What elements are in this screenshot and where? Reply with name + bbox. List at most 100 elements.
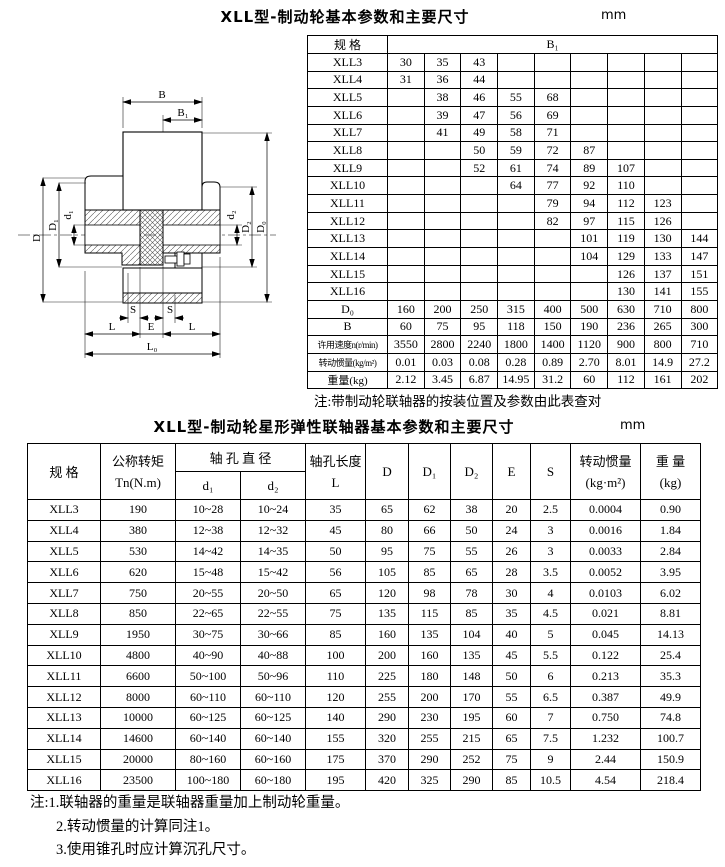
- table-cell: 14~42: [175, 540, 241, 563]
- table-cell: 94: [570, 194, 609, 213]
- table-cell: [570, 70, 609, 90]
- table-cell: 10.5: [530, 769, 572, 792]
- table-cell: 65: [305, 582, 367, 604]
- table-cell: 49: [460, 123, 499, 143]
- row-label: XLL4: [27, 519, 101, 542]
- table-cell: 2.70: [570, 352, 609, 372]
- table-cell: 35: [492, 602, 532, 625]
- table-cell: 95: [365, 540, 410, 563]
- table-cell: 40~88: [239, 644, 307, 667]
- brake-wheel-rim: [122, 131, 203, 211]
- spec-column-header: 规 格: [307, 35, 388, 54]
- table-cell: [387, 123, 425, 143]
- table-cell: 200: [365, 644, 410, 667]
- table-cell: 58: [497, 123, 535, 143]
- table-cell: [387, 229, 425, 249]
- table-cell: 250: [460, 299, 499, 319]
- table-cell: 2.84: [640, 540, 702, 563]
- table-cell: 14~35: [239, 540, 307, 563]
- table-cell: 45: [492, 644, 532, 667]
- table-row: 许用速度n(r/min) 3550 2800 2240 1800 1400 1120 900 8…: [307, 335, 719, 354]
- table-cell: 75: [408, 540, 452, 563]
- table-cell: 30~75: [175, 623, 241, 646]
- table-cell: 59: [497, 141, 535, 160]
- table-cell: [570, 123, 609, 143]
- table-cell: 0.89: [533, 352, 572, 372]
- table-cell: 75: [423, 317, 462, 337]
- table-cell: [533, 229, 572, 249]
- table-cell: 50: [305, 540, 367, 563]
- right-shaft-bore: [162, 224, 221, 246]
- table-row: XLL8 850 22~65 22~55 75 135 115 85 35 4.5 0.021 8.8…: [27, 602, 702, 625]
- table-row: XLL5 38 46 55 68: [307, 88, 719, 107]
- table-cell: 200: [423, 299, 462, 319]
- table-cell: 129: [607, 247, 645, 266]
- table-cell: 60~110: [175, 686, 241, 708]
- table-cell: 100: [305, 644, 367, 667]
- table-cell: 30: [492, 582, 532, 604]
- table-cell: 36: [423, 70, 462, 90]
- table-cell: 85: [450, 602, 494, 625]
- table-cell: 200: [408, 686, 452, 708]
- dim-label-D1: D₁: [47, 219, 59, 231]
- table-row: XLL11 6600 50~100 50~96 110 225 180 148 50 6 0.213…: [27, 665, 702, 688]
- table-cell: 28: [492, 561, 532, 584]
- row-label: XLL7: [307, 123, 388, 143]
- table-cell: 160: [387, 299, 425, 319]
- inertia-header-line2: (kg·m²): [585, 474, 626, 490]
- table-cell: 101: [570, 229, 609, 249]
- table-cell: 155: [680, 282, 719, 301]
- row-label: XLL8: [27, 602, 101, 625]
- table-cell: 161: [643, 370, 682, 390]
- table-cell: [680, 158, 719, 178]
- table-row: XLL16 23500 100~180 60~180 195 420 325 290 85 10.…: [27, 769, 702, 792]
- table-cell: 112: [607, 370, 645, 390]
- table-cell: 38: [450, 499, 494, 521]
- table-cell: [570, 105, 609, 125]
- row-label: XLL9: [27, 623, 101, 646]
- table-cell: 12~38: [175, 519, 241, 542]
- bolt: [164, 251, 191, 267]
- table-cell: 104: [570, 247, 609, 266]
- table-cell: 620: [100, 561, 176, 584]
- table-cell: 4800: [100, 644, 176, 667]
- table-cell: 0.045: [570, 623, 642, 646]
- weight-header-line1: 重 量: [655, 453, 686, 469]
- table-row: XLL10 64 77 92 110: [307, 176, 719, 196]
- table-cell: [497, 70, 535, 90]
- coupling-cross-section-drawing: B B₁ D D₁ d₁ d₂ D₂ D₀ S S L E L L₀: [18, 89, 276, 358]
- table-cell: 60~140: [175, 727, 241, 750]
- table-cell: 0.08: [460, 352, 499, 372]
- table-cell: [387, 141, 425, 160]
- table-cell: 85: [492, 769, 532, 792]
- row-label: XLL13: [307, 229, 388, 249]
- dim-label-L-right: L: [189, 321, 196, 333]
- table-cell: 100.7: [640, 727, 702, 750]
- table-cell: 82: [533, 211, 572, 231]
- table-cell: 60~140: [239, 727, 307, 750]
- brake-wheel-dimensions-table: 规 格 B₁ XLL3 30 35 43 XLL4 31 36 44 XLL5 38 46 55 68 X…: [307, 35, 719, 390]
- table-cell: 325: [408, 769, 452, 792]
- row-label: 许用速度n(r/min): [307, 335, 388, 354]
- row-label: XLL16: [307, 282, 388, 301]
- table-row: XLL12 82 97 115 126: [307, 211, 719, 231]
- table-cell: 400: [533, 299, 572, 319]
- table-cell: 8.01: [607, 352, 645, 372]
- table-cell: 74.8: [640, 706, 702, 729]
- table-cell: [497, 229, 535, 249]
- dim-label-B: B: [158, 89, 165, 101]
- table-cell: [680, 141, 719, 160]
- row-label: XLL15: [307, 264, 388, 284]
- table-cell: 8000: [100, 686, 176, 708]
- table-cell: 22~55: [239, 602, 307, 625]
- table-cell: 151: [680, 264, 719, 284]
- table-row: XLL13 101 119 130 144: [307, 229, 719, 249]
- table-cell: [460, 194, 499, 213]
- table-cell: 2240: [460, 335, 499, 354]
- table-cell: [643, 105, 682, 125]
- table-cell: 61: [497, 158, 535, 178]
- table-cell: [387, 176, 425, 196]
- row-label: XLL8: [307, 141, 388, 160]
- table-cell: 148: [450, 665, 494, 688]
- table-cell: 3.95: [640, 561, 702, 584]
